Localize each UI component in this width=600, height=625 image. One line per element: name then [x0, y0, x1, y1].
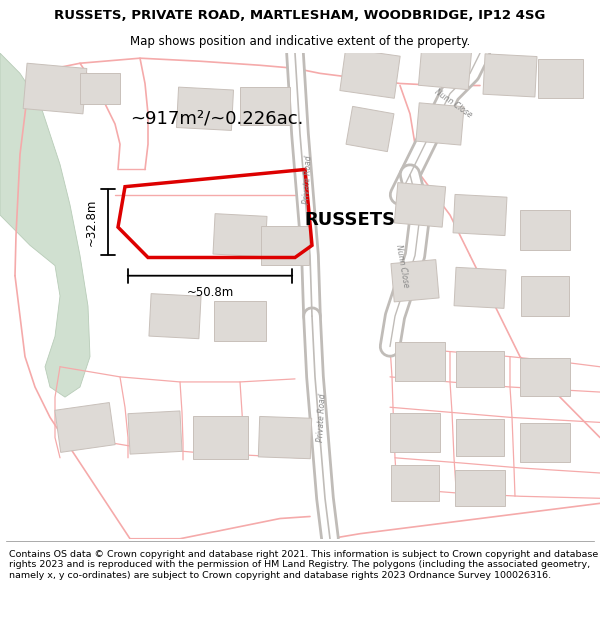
Polygon shape [455, 471, 505, 506]
Polygon shape [80, 73, 120, 104]
Polygon shape [394, 182, 446, 227]
Text: Private Road: Private Road [302, 155, 314, 204]
Text: Nunn Close: Nunn Close [394, 243, 410, 288]
Text: Nunn Close: Nunn Close [433, 88, 473, 120]
Polygon shape [391, 259, 439, 302]
Polygon shape [390, 413, 440, 452]
Polygon shape [395, 342, 445, 381]
Text: RUSSETS: RUSSETS [304, 211, 395, 229]
Polygon shape [259, 416, 311, 459]
Polygon shape [340, 49, 400, 98]
Text: Private Road: Private Road [316, 393, 328, 442]
Polygon shape [176, 87, 233, 131]
Polygon shape [240, 86, 290, 125]
Polygon shape [149, 294, 201, 339]
Polygon shape [520, 357, 570, 396]
Polygon shape [456, 419, 504, 456]
Polygon shape [454, 268, 506, 308]
Polygon shape [213, 214, 267, 257]
Polygon shape [23, 63, 87, 114]
Polygon shape [538, 59, 583, 98]
Text: ~917m²/~0.226ac.: ~917m²/~0.226ac. [130, 110, 304, 128]
Polygon shape [346, 106, 394, 152]
Polygon shape [391, 466, 439, 501]
Polygon shape [453, 194, 507, 236]
Polygon shape [521, 276, 569, 316]
Polygon shape [483, 54, 537, 97]
Polygon shape [193, 416, 248, 459]
Polygon shape [520, 210, 570, 251]
Polygon shape [128, 411, 182, 454]
Polygon shape [0, 53, 90, 397]
Text: RUSSETS, PRIVATE ROAD, MARTLESHAM, WOODBRIDGE, IP12 4SG: RUSSETS, PRIVATE ROAD, MARTLESHAM, WOODB… [55, 9, 545, 22]
Polygon shape [261, 226, 309, 264]
Polygon shape [416, 102, 464, 145]
Polygon shape [418, 47, 472, 89]
Text: ~50.8m: ~50.8m [187, 286, 233, 299]
Polygon shape [55, 402, 115, 452]
Text: Map shows position and indicative extent of the property.: Map shows position and indicative extent… [130, 35, 470, 48]
Text: ~32.8m: ~32.8m [85, 198, 98, 246]
Polygon shape [214, 301, 266, 341]
Polygon shape [520, 423, 570, 462]
Text: Contains OS data © Crown copyright and database right 2021. This information is : Contains OS data © Crown copyright and d… [9, 550, 598, 580]
Polygon shape [456, 351, 504, 387]
